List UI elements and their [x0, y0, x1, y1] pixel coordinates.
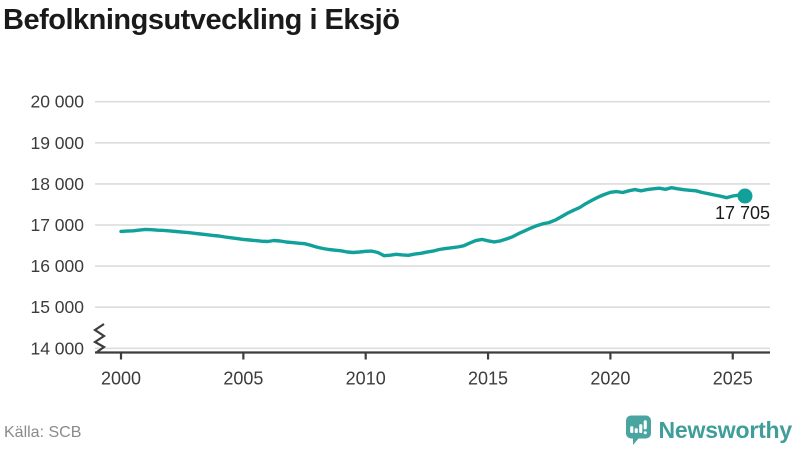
x-tick-label-2015: 2015: [468, 369, 508, 389]
y-tick-label-19000: 19 000: [30, 133, 84, 153]
x-tick-label-2005: 2005: [223, 369, 263, 389]
source-label: Källa: SCB: [4, 424, 82, 441]
population-line: [119, 185, 747, 258]
newsworthy-wordmark: Newsworthy: [658, 416, 793, 443]
y-tick-label-14000: 14 000: [30, 338, 84, 358]
x-tick-label-2020: 2020: [590, 369, 630, 389]
x-tick-label-2010: 2010: [346, 369, 386, 389]
y-axis-break-icon: [92, 323, 107, 353]
last-value-label: 17 705: [715, 203, 770, 223]
y-tick-label-17000: 17 000: [30, 215, 84, 235]
x-tick-label-2000: 2000: [101, 369, 141, 389]
y-tick-label-20000: 20 000: [30, 92, 84, 112]
newsworthy-logo[interactable]: Newsworthy: [625, 414, 792, 446]
y-tick-label-16000: 16 000: [30, 256, 84, 276]
last-value-marker: [737, 188, 753, 204]
x-tick-label-2025: 2025: [713, 369, 753, 389]
chart-title: Befolkningsutveckling i Eksjö: [3, 4, 400, 36]
y-tick-label-15000: 15 000: [30, 297, 84, 317]
y-tick-label-18000: 18 000: [30, 174, 84, 194]
newsworthy-logo-icon: [625, 415, 651, 445]
